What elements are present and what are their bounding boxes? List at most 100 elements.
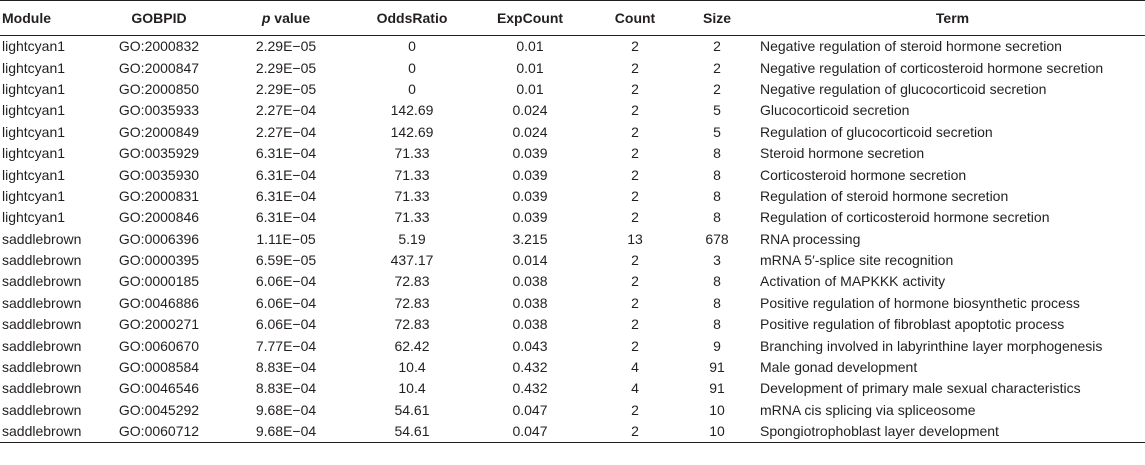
cell-gobpid: GO:2000832	[118, 38, 200, 55]
cell-size: 5	[713, 102, 721, 119]
cell-size: 3	[713, 252, 721, 269]
cell-count: 2	[631, 145, 639, 162]
cell-size: 8	[713, 166, 721, 183]
table-row: saddlebrown GO:0045292 9.68E−04 54.61 0.047 2…	[0, 400, 1145, 421]
cell-count: 2	[631, 102, 639, 119]
table-row: saddlebrown GO:0060670 7.77E−04 62.42 0.043 2…	[0, 335, 1145, 356]
cell-size: 2	[713, 80, 721, 97]
cell-module: saddlebrown	[0, 421, 98, 444]
cell-size: 8	[713, 273, 721, 290]
cell-term: Glucocorticoid secretion	[760, 102, 910, 119]
cell-exp-count: 0.432	[512, 359, 548, 376]
header-p-value: p value	[220, 0, 352, 36]
cell-module: saddlebrown	[2, 230, 82, 247]
table-row: lightcyan1 GO:2000832 2.29E−05 0 0.01 2 2 Negat…	[0, 36, 1145, 58]
cell-count: 2	[631, 401, 639, 418]
cell-count: 4	[631, 359, 639, 376]
table-row: saddlebrown GO:0000185 6.06E−04 72.83 0.038 2…	[0, 271, 1145, 292]
cell-exp-count: 0.039	[512, 166, 548, 183]
cell-term: Corticosteroid hormone secretion	[760, 166, 967, 183]
cell-module: saddlebrown	[2, 337, 82, 354]
cell-exp-count: 0.038	[512, 316, 548, 333]
cell-size: 8	[713, 187, 721, 204]
table-row: lightcyan1 GO:2000850 2.29E−05 0 0.01 2 2 Negat…	[0, 79, 1145, 100]
header-row: Module GOBPID p value OddsRatio ExpCount…	[0, 0, 1145, 36]
cell-size: 10	[682, 421, 752, 444]
cell-gobpid: GO:0045292	[118, 401, 200, 418]
cell-count: 2	[631, 59, 639, 76]
cell-count: 2	[631, 316, 639, 333]
cell-module: saddlebrown	[2, 273, 82, 290]
table-row: saddlebrown GO:0008584 8.83E−04 10.4 0.432 4 9…	[0, 357, 1145, 378]
cell-size: 2	[713, 59, 721, 76]
cell-gobpid: GO:2000849	[118, 123, 200, 140]
cell-exp-count: 0.038	[512, 273, 548, 290]
header-count: Count	[588, 0, 682, 36]
cell-p-value: 7.77E−04	[255, 337, 317, 354]
table-row: lightcyan1 GO:2000846 6.31E−04 71.33 0.039 2 8…	[0, 207, 1145, 228]
table-row: lightcyan1 GO:0035930 6.31E−04 71.33 0.039 2 8…	[0, 164, 1145, 185]
cell-size: 2	[713, 38, 721, 55]
cell-p-value: 2.29E−05	[255, 59, 317, 76]
header-p-rest: value	[270, 10, 311, 26]
cell-module: lightcyan1	[2, 59, 66, 76]
header-size: Size	[682, 0, 752, 36]
cell-odds-ratio: 71.33	[394, 187, 430, 204]
enrichment-table: Module GOBPID p value OddsRatio ExpCount…	[0, 0, 1145, 444]
table-row: lightcyan1 GO:0035929 6.31E−04 71.33 0.039 2 8…	[0, 143, 1145, 164]
cell-odds-ratio: 142.69	[390, 102, 434, 119]
cell-p-value: 6.31E−04	[255, 187, 317, 204]
cell-p-value: 6.06E−04	[255, 294, 317, 311]
cell-count: 2	[631, 273, 639, 290]
cell-term: Regulation of glucocorticoid secretion	[760, 123, 993, 140]
cell-gobpid: GO:2000271	[118, 316, 200, 333]
cell-exp-count: 0.01	[516, 80, 544, 97]
cell-count: 2	[631, 123, 639, 140]
cell-odds-ratio: 62.42	[394, 337, 430, 354]
cell-term: Negative regulation of corticosteroid ho…	[760, 59, 1104, 76]
cell-term: Regulation of corticosteroid hormone sec…	[760, 209, 1050, 226]
cell-odds-ratio: 0	[408, 59, 416, 76]
header-odds-ratio: OddsRatio	[352, 0, 472, 36]
cell-exp-count: 0.432	[512, 380, 548, 397]
cell-odds-ratio: 0	[408, 38, 416, 55]
cell-count: 2	[631, 38, 639, 55]
cell-term: Positive regulation of fibroblast apopto…	[760, 316, 1065, 333]
cell-exp-count: 0.039	[512, 209, 548, 226]
cell-gobpid: GO:2000850	[118, 80, 200, 97]
cell-odds-ratio: 0	[408, 80, 416, 97]
cell-term: Activation of MAPKKK activity	[760, 273, 946, 290]
cell-p-value: 6.06E−04	[255, 273, 317, 290]
header-p-italic: p	[261, 10, 271, 26]
cell-size: 9	[713, 337, 721, 354]
cell-gobpid: GO:0000395	[118, 252, 200, 269]
cell-module: lightcyan1	[2, 80, 66, 97]
cell-term: Positive regulation of hormone biosynthe…	[760, 294, 1080, 311]
cell-size: 8	[713, 316, 721, 333]
cell-term: Development of primary male sexual chara…	[760, 380, 1081, 397]
cell-gobpid: GO:2000846	[118, 209, 200, 226]
cell-size: 8	[713, 145, 721, 162]
cell-size: 91	[709, 359, 725, 376]
cell-gobpid: GO:2000831	[118, 187, 200, 204]
header-exp-count: ExpCount	[472, 0, 588, 36]
table-row: lightcyan1 GO:2000849 2.27E−04 142.69 0.024 2…	[0, 122, 1145, 143]
cell-term: Regulation of steroid hormone secretion	[760, 187, 1009, 204]
cell-module: lightcyan1	[2, 38, 66, 55]
cell-module: lightcyan1	[2, 102, 66, 119]
cell-gobpid: GO:2000847	[118, 59, 200, 76]
cell-odds-ratio: 437.17	[390, 252, 434, 269]
cell-p-value: 1.11E−05	[256, 230, 316, 247]
cell-module: saddlebrown	[2, 380, 82, 397]
cell-odds-ratio: 54.61	[352, 421, 472, 444]
table-row: lightcyan1 GO:2000847 2.29E−05 0 0.01 2 2 Negat…	[0, 57, 1145, 78]
cell-count: 13	[627, 230, 643, 247]
cell-gobpid: GO:0060712	[98, 421, 220, 444]
table-row: saddlebrown GO:0000395 6.59E−05 437.17 0.014…	[0, 250, 1145, 271]
cell-p-value: 6.06E−04	[255, 316, 317, 333]
table-row: saddlebrown GO:0046546 8.83E−04 10.4 0.432 4 9…	[0, 378, 1145, 399]
cell-gobpid: GO:0035933	[118, 102, 200, 119]
cell-exp-count: 0.047	[472, 421, 588, 444]
cell-module: lightcyan1	[2, 187, 66, 204]
cell-count: 2	[631, 294, 639, 311]
